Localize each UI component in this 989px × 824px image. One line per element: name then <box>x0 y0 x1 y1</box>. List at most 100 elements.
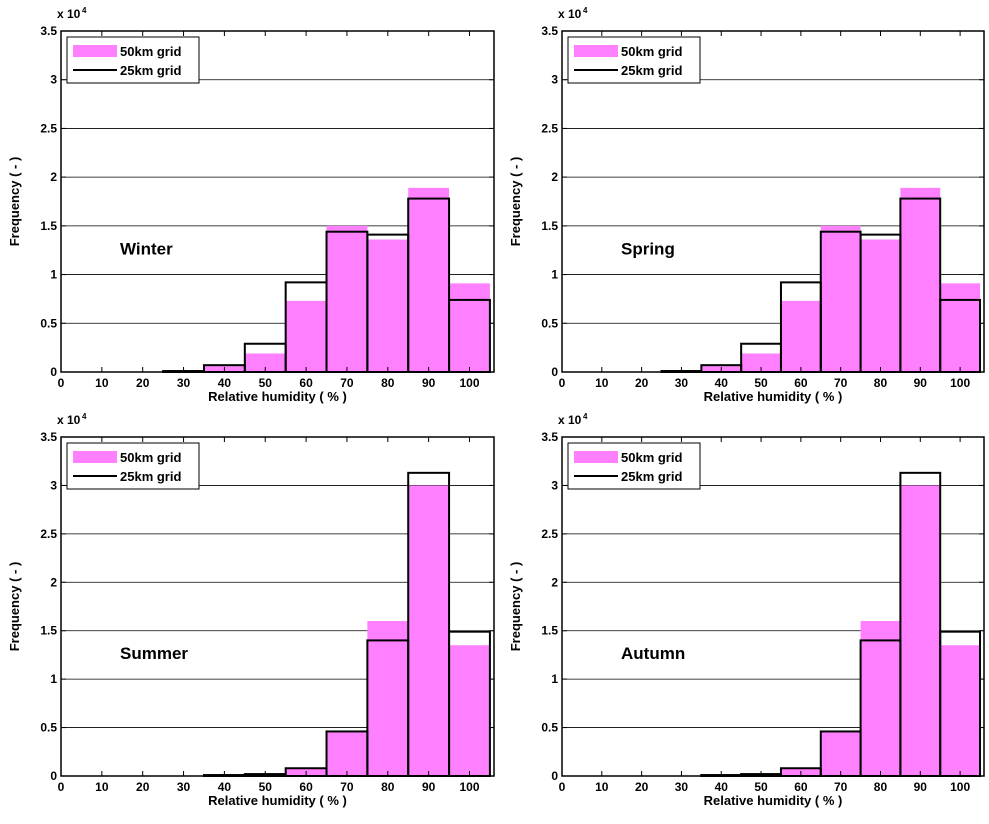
y-tick-label: 2.5 <box>541 121 558 135</box>
y-tick-label: 3.5 <box>40 24 57 38</box>
bar-50km <box>408 485 450 776</box>
x-tick-label: 60 <box>794 780 808 794</box>
axes-frame <box>561 436 985 777</box>
bar-50km <box>860 621 901 776</box>
y-tick-label: 2 <box>551 170 558 184</box>
legend: 50km grid 25km grid <box>66 36 200 84</box>
y-axis-label: Frequency ( - ) <box>508 562 523 652</box>
x-tick-label: 60 <box>299 780 313 794</box>
y-tick-label: 3 <box>50 478 57 492</box>
y-tick-label: 1.5 <box>541 624 558 638</box>
axes-frame <box>60 30 495 373</box>
y-multiplier-exponent: 4 <box>82 412 87 421</box>
y-tick-label: 1 <box>551 672 558 686</box>
y-tick-label: 1 <box>50 672 57 686</box>
axes-frame <box>60 436 495 777</box>
bar-50km <box>244 353 286 372</box>
x-tick-label: 10 <box>595 780 609 794</box>
y-tick-label: 2 <box>50 575 57 589</box>
legend-label-25km: 25km grid <box>621 63 682 78</box>
legend-box <box>567 442 701 490</box>
x-tick-label: 100 <box>950 780 970 794</box>
x-tick-label: 50 <box>259 376 273 390</box>
x-tick-label: 0 <box>559 780 566 794</box>
x-tick-label: 10 <box>95 376 109 390</box>
chart-panel-1: 0 10 20 30 40 50 60 70 80 90 100 0 0.5 1 1.5 2 2.5 3 3.5x … <box>7 6 495 404</box>
y-tick-label: 3 <box>551 73 558 87</box>
x-tick-label: 70 <box>340 376 354 390</box>
x-tick-label: 30 <box>177 780 191 794</box>
legend-swatch-50km <box>574 45 618 57</box>
bar-50km <box>367 621 409 776</box>
y-tick-label: 0.5 <box>541 721 558 735</box>
bar-50km <box>780 300 821 372</box>
y-tick-label: 3.5 <box>541 24 558 38</box>
bar-50km <box>820 731 861 776</box>
y-tick-label: 2 <box>50 170 57 184</box>
legend-swatch-50km <box>574 451 618 463</box>
x-tick-label: 10 <box>595 376 609 390</box>
x-tick-label: 40 <box>218 376 232 390</box>
x-tick-label: 70 <box>834 780 848 794</box>
bar-50km <box>741 353 781 372</box>
x-tick-label: 90 <box>422 376 436 390</box>
y-axis-label: Frequency ( - ) <box>508 157 523 247</box>
legend-swatch-50km <box>73 451 117 463</box>
x-tick-label: 90 <box>422 780 436 794</box>
legend-label-50km: 50km grid <box>120 450 181 465</box>
x-tick-label: 20 <box>136 780 150 794</box>
legend-label-25km: 25km grid <box>120 63 181 78</box>
x-tick-label: 20 <box>635 376 649 390</box>
x-tick-label: 50 <box>259 780 273 794</box>
y-tick-label: 3.5 <box>40 430 57 444</box>
bar-50km <box>326 225 368 372</box>
y-tick-label: 1.5 <box>40 624 57 638</box>
chart-panel-2: 0 10 20 30 40 50 60 70 80 90 100 0 0.5 1 1.5 2 2.5 3 3.5x … <box>508 6 985 404</box>
x-tick-label: 20 <box>136 376 150 390</box>
x-tick-label: 40 <box>715 780 729 794</box>
legend: 50km grid 25km grid <box>567 442 701 490</box>
x-tick-label: 80 <box>874 780 888 794</box>
x-tick-label: 70 <box>834 376 848 390</box>
y-tick-label: 0 <box>551 365 558 379</box>
y-tick-label: 2 <box>551 575 558 589</box>
x-tick-label: 20 <box>635 780 649 794</box>
bar-50km <box>900 187 941 372</box>
chart-panel-3: 0 10 20 30 40 50 60 70 80 90 100 0 0.5 1 1.5 2 2.5 3 3.5x … <box>7 412 495 808</box>
x-axis-label: Relative humidity ( % ) <box>208 793 347 808</box>
y-tick-label: 3.5 <box>541 430 558 444</box>
x-tick-label: 60 <box>794 376 808 390</box>
season-annotation: Summer <box>120 644 188 663</box>
y-tick-label: 1 <box>551 268 558 282</box>
y-tick-label: 0 <box>50 365 57 379</box>
x-tick-label: 0 <box>559 376 566 390</box>
x-tick-label: 30 <box>675 376 689 390</box>
bar-50km <box>940 645 981 776</box>
season-annotation: Autumn <box>621 644 685 663</box>
y-tick-label: 3 <box>551 478 558 492</box>
x-axis-label: Relative humidity ( % ) <box>704 389 843 404</box>
x-tick-label: 80 <box>874 376 888 390</box>
x-axis-label: Relative humidity ( % ) <box>208 389 347 404</box>
x-tick-label: 100 <box>459 780 479 794</box>
legend-label-50km: 50km grid <box>120 44 181 59</box>
x-tick-label: 90 <box>914 780 928 794</box>
x-tick-label: 0 <box>58 376 65 390</box>
y-axis-label: Frequency ( - ) <box>7 157 22 247</box>
y-axis-label: Frequency ( - ) <box>7 562 22 652</box>
bar-50km <box>820 225 861 372</box>
legend-box <box>66 442 200 490</box>
y-tick-label: 3 <box>50 73 57 87</box>
y-tick-label: 0 <box>50 769 57 783</box>
y-multiplier: x 10 <box>57 413 81 427</box>
season-annotation: Spring <box>621 239 675 258</box>
x-tick-label: 60 <box>299 376 313 390</box>
x-axis-label: Relative humidity ( % ) <box>704 793 843 808</box>
x-tick-label: 100 <box>459 376 479 390</box>
bar-50km <box>285 300 327 372</box>
y-tick-label: 1.5 <box>40 219 57 233</box>
x-tick-label: 10 <box>95 780 109 794</box>
bar-50km <box>449 283 490 372</box>
chart-panel-4: 0 10 20 30 40 50 60 70 80 90 100 0 0.5 1 1.5 2 2.5 3 3.5x … <box>508 412 985 808</box>
bar-50km <box>940 283 981 372</box>
